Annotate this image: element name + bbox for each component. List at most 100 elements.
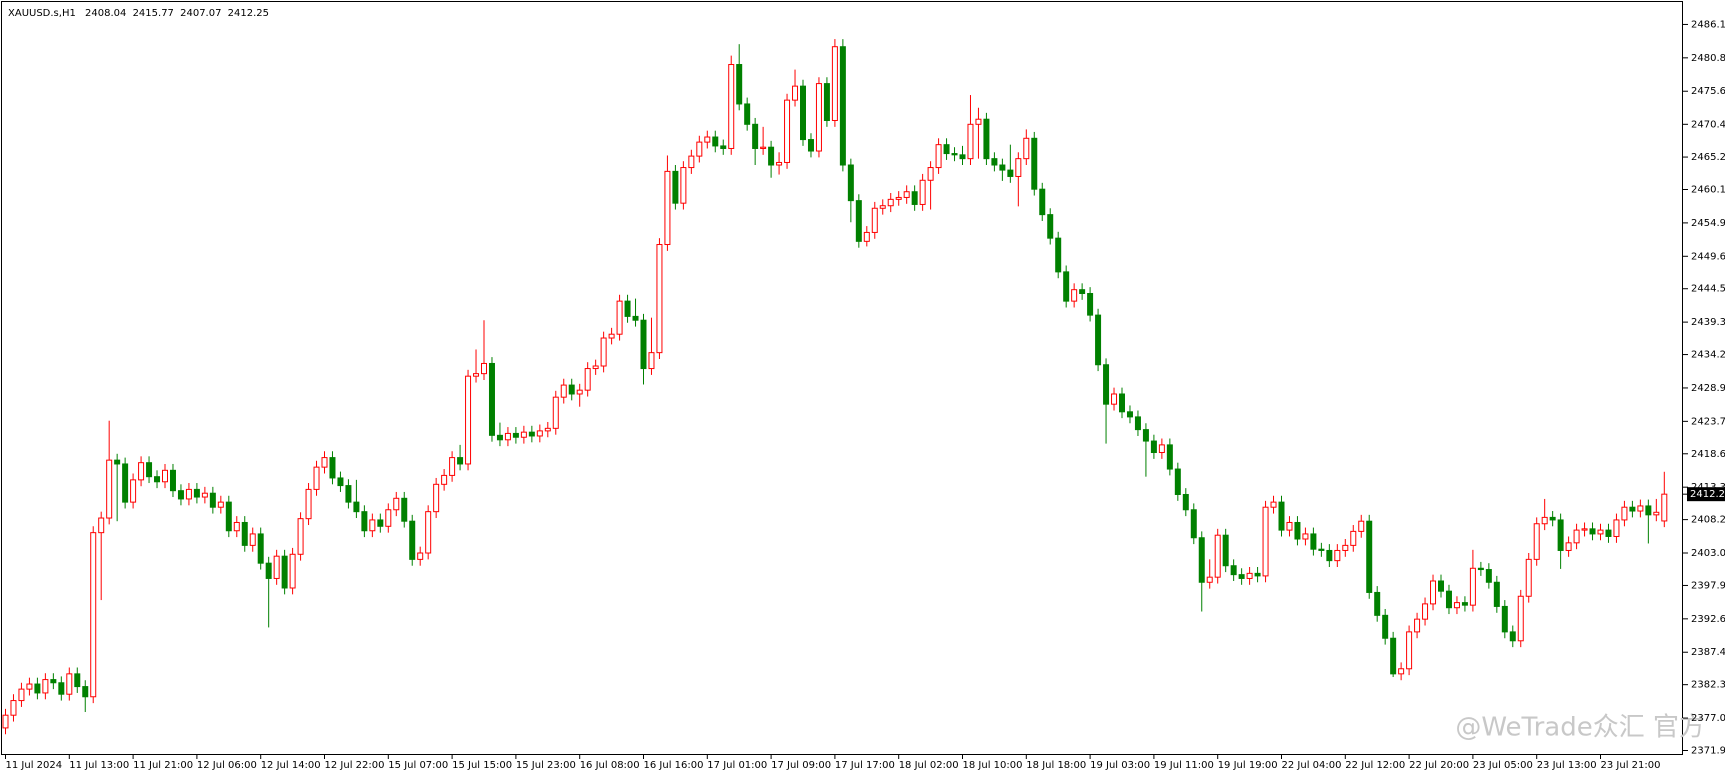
candle-body xyxy=(688,155,695,169)
candle-body xyxy=(552,396,559,429)
candle-body xyxy=(1390,637,1397,675)
candle-body xyxy=(369,519,376,532)
y-tick-label: 2434.20 xyxy=(1691,350,1725,361)
candle-body xyxy=(736,64,743,105)
x-tick-label: 12 Jul 22:00 xyxy=(325,760,385,771)
candle-body xyxy=(776,161,783,166)
candle-body xyxy=(377,519,384,527)
candle-body xyxy=(241,521,248,546)
y-tick-label: 2444.55 xyxy=(1691,284,1725,295)
candle-body xyxy=(720,145,727,149)
candle-body xyxy=(927,167,934,181)
watermark: @WeTrade众汇 官方 xyxy=(1455,713,1705,743)
candle-body xyxy=(1485,569,1492,583)
candle-body xyxy=(696,141,703,157)
candle-body xyxy=(951,153,958,156)
candle-body xyxy=(337,477,344,487)
candle-body xyxy=(807,139,814,152)
candle-body xyxy=(1039,188,1046,216)
x-tick-label: 17 Jul 01:00 xyxy=(707,760,767,771)
candle-body xyxy=(1541,516,1548,525)
candle-body xyxy=(58,682,65,695)
candle-body xyxy=(1374,591,1381,616)
candle-body xyxy=(329,457,336,479)
candle-body xyxy=(616,300,623,335)
candle-body xyxy=(911,191,918,205)
candle-body xyxy=(1581,528,1588,531)
candle-body xyxy=(1621,506,1628,521)
candle-body xyxy=(18,688,25,702)
candle-body xyxy=(871,207,878,233)
candle-body xyxy=(297,518,304,555)
candle-body xyxy=(1342,544,1349,551)
candle-body xyxy=(82,686,89,698)
candle-body xyxy=(106,459,113,519)
candle-body xyxy=(1477,567,1484,571)
candle-body xyxy=(1589,528,1596,535)
candle-body xyxy=(1422,603,1429,620)
candle-body xyxy=(1445,590,1452,609)
x-tick-label: 11 Jul 13:00 xyxy=(69,760,129,771)
y-tick-label: 2449.65 xyxy=(1691,251,1725,262)
candle-body xyxy=(1302,533,1309,540)
plot-frame xyxy=(1,1,1683,755)
x-tick-label: 22 Jul 20:00 xyxy=(1409,760,1469,771)
candle-body xyxy=(1222,534,1229,567)
candle-body xyxy=(919,179,926,205)
candle-body xyxy=(847,164,854,202)
candle-body xyxy=(1087,292,1094,316)
candle-body xyxy=(983,118,990,160)
candle-body xyxy=(1182,493,1189,511)
candle-body xyxy=(887,198,894,207)
candle-body xyxy=(1350,530,1357,546)
candle-body xyxy=(1055,237,1062,273)
candle-body xyxy=(305,488,312,520)
candle-body xyxy=(1501,605,1508,633)
candle-body xyxy=(728,64,735,149)
header-high: 2415.77 xyxy=(133,8,174,19)
candle-body xyxy=(823,83,830,121)
candle-body xyxy=(1142,429,1149,442)
candle-body xyxy=(528,431,535,437)
candle-body xyxy=(1605,529,1612,537)
x-tick-label: 18 Jul 18:00 xyxy=(1026,760,1086,771)
candle-body xyxy=(584,368,591,391)
candle-body xyxy=(1310,533,1317,550)
candle-body xyxy=(1382,614,1389,639)
candle-body xyxy=(744,103,751,125)
candle-body xyxy=(712,136,719,147)
candle-body xyxy=(831,46,838,121)
candle-body xyxy=(1166,444,1173,470)
candle-body xyxy=(1645,505,1652,516)
candle-body xyxy=(209,492,216,508)
header-close: 2412.25 xyxy=(228,8,269,19)
candle-body xyxy=(393,497,400,511)
candle-body xyxy=(1334,549,1341,562)
x-tick-label: 15 Jul 15:00 xyxy=(452,760,512,771)
candle-body xyxy=(1533,523,1540,560)
x-tick-label: 17 Jul 09:00 xyxy=(771,760,831,771)
candle-body xyxy=(1158,444,1165,454)
candle-body xyxy=(656,244,663,354)
candle-body xyxy=(1126,411,1133,418)
candle-body xyxy=(1286,521,1293,531)
candle-body xyxy=(1406,631,1413,670)
candle-body xyxy=(353,501,360,513)
price-tag xyxy=(1687,487,1725,502)
candle-body xyxy=(488,362,495,436)
y-tick-label: 2486.10 xyxy=(1691,19,1725,30)
x-tick-label: 11 Jul 2024 xyxy=(6,760,63,771)
candle-body xyxy=(520,431,527,438)
candle-body xyxy=(512,432,519,438)
candle-body xyxy=(943,144,950,155)
candle-body xyxy=(1254,572,1261,577)
candle-body xyxy=(257,533,264,564)
candle-body xyxy=(449,457,456,476)
x-tick-label: 22 Jul 04:00 xyxy=(1282,760,1342,771)
candle-body xyxy=(1246,572,1253,579)
candle-body xyxy=(193,488,200,498)
header-low: 2407.07 xyxy=(180,8,221,19)
candle-body xyxy=(1238,574,1245,579)
candle-body xyxy=(624,300,631,317)
candle-body xyxy=(1453,602,1460,609)
